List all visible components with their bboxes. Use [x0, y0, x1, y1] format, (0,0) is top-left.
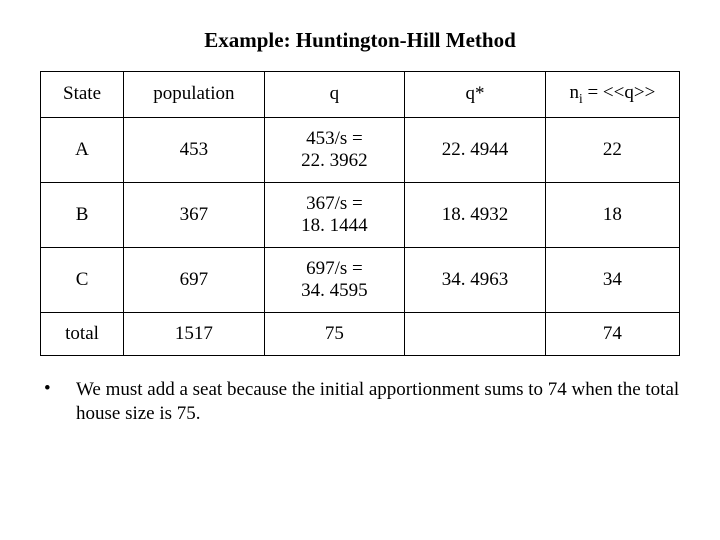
cell-ni: 18: [545, 182, 679, 247]
cell-total-q: 75: [264, 312, 405, 355]
header-ni-prefix: n: [570, 82, 580, 103]
cell-q: 367/s = 18. 1444: [264, 182, 405, 247]
bullet-icon: •: [40, 378, 76, 400]
table-row: B 367 367/s = 18. 1444 18. 4932 18: [41, 182, 680, 247]
table-row: A 453 453/s = 22. 3962 22. 4944 22: [41, 117, 680, 182]
cell-ni: 22: [545, 117, 679, 182]
table-row: C 697 697/s = 34. 4595 34. 4963 34: [41, 247, 680, 312]
cell-q-line2: 34. 4595: [301, 280, 368, 301]
cell-q-line1: 697/s =: [306, 258, 363, 279]
cell-q-line1: 453/s =: [306, 128, 363, 149]
cell-population: 697: [124, 247, 265, 312]
cell-q: 697/s = 34. 4595: [264, 247, 405, 312]
cell-qstar: 34. 4963: [405, 247, 546, 312]
header-ni-suffix: = <<q>>: [583, 82, 656, 103]
cell-q: 453/s = 22. 3962: [264, 117, 405, 182]
page-title: Example: Huntington-Hill Method: [40, 28, 680, 53]
header-ni: ni = <<q>>: [545, 72, 679, 118]
cell-state: A: [41, 117, 124, 182]
note: • We must add a seat because the initial…: [40, 378, 680, 427]
cell-total-population: 1517: [124, 312, 265, 355]
header-q: q: [264, 72, 405, 118]
cell-state: B: [41, 182, 124, 247]
header-state: State: [41, 72, 124, 118]
header-qstar: q*: [405, 72, 546, 118]
cell-qstar: 18. 4932: [405, 182, 546, 247]
header-population: population: [124, 72, 265, 118]
slide: Example: Huntington-Hill Method State po…: [0, 0, 720, 447]
cell-q-line2: 22. 3962: [301, 150, 368, 171]
cell-state: C: [41, 247, 124, 312]
cell-total-ni: 74: [545, 312, 679, 355]
table-total-row: total 1517 75 74: [41, 312, 680, 355]
cell-population: 453: [124, 117, 265, 182]
table-header-row: State population q q* ni = <<q>>: [41, 72, 680, 118]
cell-ni: 34: [545, 247, 679, 312]
cell-total-label: total: [41, 312, 124, 355]
cell-q-line2: 18. 1444: [301, 215, 368, 236]
cell-qstar: 22. 4944: [405, 117, 546, 182]
note-text: We must add a seat because the initial a…: [76, 378, 680, 427]
cell-population: 367: [124, 182, 265, 247]
apportionment-table: State population q q* ni = <<q>> A 453 4…: [40, 71, 680, 356]
cell-total-qstar: [405, 312, 546, 355]
cell-q-line1: 367/s =: [306, 193, 363, 214]
